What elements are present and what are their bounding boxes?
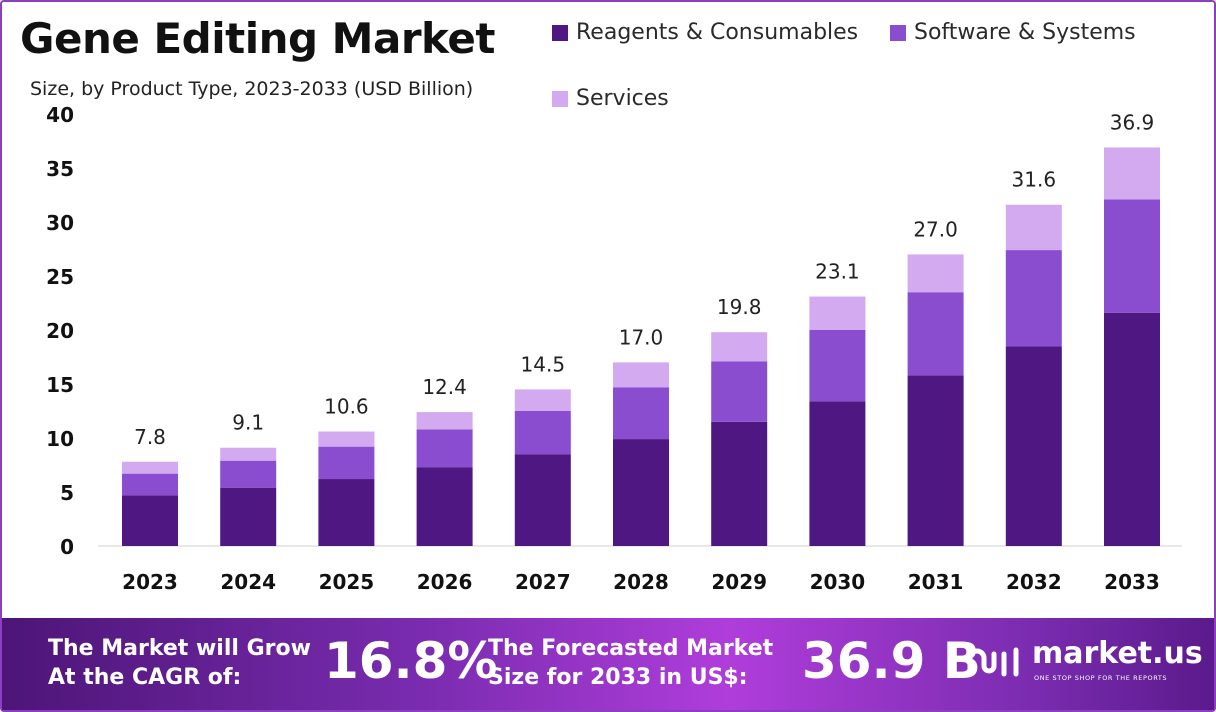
cagr-label: The Market will Grow At the CAGR of: xyxy=(48,634,311,692)
bar-segment-services-2030 xyxy=(809,296,866,330)
bar-total-label: 23.1 xyxy=(815,260,860,284)
bar-total-label: 7.8 xyxy=(134,425,166,449)
chart-title: Gene Editing Market xyxy=(20,14,495,63)
legend-item-software: Software & Systems xyxy=(890,20,1136,45)
bar-total-label: 31.6 xyxy=(1012,168,1057,192)
bar-segment-services-2028 xyxy=(613,362,669,388)
legend-label-services: Services xyxy=(576,86,669,111)
brand-name: market.us xyxy=(1032,636,1203,671)
legend-item-reagents: Reagents & Consumables xyxy=(552,20,858,45)
bar-chart: 05101520253035407.820239.1202410.6202512… xyxy=(46,103,1182,594)
bar-segment-software-2024 xyxy=(220,460,277,488)
market-us-logo-icon xyxy=(967,647,1019,677)
bar-segment-reagents-2027 xyxy=(514,454,571,546)
bar-segment-services-2024 xyxy=(220,447,277,461)
bar-segment-software-2030 xyxy=(809,330,866,402)
bar-segment-software-2023 xyxy=(122,473,178,496)
bar-total-label: 10.6 xyxy=(324,395,369,419)
legend-swatch-services xyxy=(552,90,568,107)
legend-swatch-software xyxy=(890,24,906,41)
bar-segment-reagents-2031 xyxy=(907,375,964,546)
y-tick-label: 10 xyxy=(46,427,74,451)
bar-segment-software-2027 xyxy=(514,411,571,455)
legend-label-reagents: Reagents & Consumables xyxy=(576,20,859,45)
bar-segment-services-2033 xyxy=(1104,147,1160,200)
bar-segment-services-2026 xyxy=(416,412,473,430)
forecast-label-line2: Size for 2033 in US$: xyxy=(488,665,748,690)
bar-segment-services-2027 xyxy=(514,389,571,411)
bar-segment-reagents-2033 xyxy=(1104,312,1160,546)
bar-segment-software-2026 xyxy=(416,429,473,468)
bar-segment-reagents-2025 xyxy=(318,479,375,546)
y-tick-label: 0 xyxy=(60,535,74,559)
bar-segment-reagents-2026 xyxy=(416,467,473,546)
x-tick-label: 2028 xyxy=(613,570,669,594)
x-tick-label: 2026 xyxy=(417,570,473,594)
bar-total-label: 12.4 xyxy=(422,375,467,399)
x-tick-label: 2032 xyxy=(1006,570,1062,594)
y-tick-label: 15 xyxy=(46,373,74,397)
bar-segment-services-2025 xyxy=(318,431,375,447)
bar-segment-software-2029 xyxy=(711,361,768,422)
bar-segment-services-2023 xyxy=(122,461,178,474)
x-tick-label: 2023 xyxy=(122,570,178,594)
forecast-label-line1: The Forecasted Market xyxy=(488,636,774,661)
legend-label-software: Software & Systems xyxy=(914,20,1136,45)
bar-segment-software-2028 xyxy=(613,387,669,440)
y-tick-label: 20 xyxy=(46,319,74,343)
bar-segment-services-2032 xyxy=(1005,204,1062,251)
bar-segment-reagents-2032 xyxy=(1005,346,1062,546)
chart-subtitle: Size, by Product Type, 2023-2033 (USD Bi… xyxy=(30,78,474,100)
bar-total-label: 9.1 xyxy=(232,411,264,435)
bar-segment-software-2033 xyxy=(1104,199,1160,313)
legend-item-services: Services xyxy=(552,86,669,111)
bar-total-label: 19.8 xyxy=(717,295,762,319)
y-tick-label: 30 xyxy=(46,211,74,235)
footer-banner: The Market will Grow At the CAGR of: 16.… xyxy=(2,618,1214,710)
y-tick-label: 35 xyxy=(46,157,74,181)
cagr-value: 16.8% xyxy=(324,632,498,690)
bar-segment-software-2025 xyxy=(318,446,375,480)
bar-segment-services-2029 xyxy=(711,332,768,362)
bar-segment-reagents-2030 xyxy=(809,401,866,546)
y-tick-label: 5 xyxy=(60,481,74,505)
bar-total-label: 17.0 xyxy=(619,325,664,349)
y-tick-label: 40 xyxy=(46,103,74,127)
x-tick-label: 2027 xyxy=(515,570,571,594)
x-tick-label: 2031 xyxy=(908,570,964,594)
bar-segment-reagents-2028 xyxy=(613,439,669,546)
bar-segment-services-2031 xyxy=(907,254,964,293)
x-tick-label: 2030 xyxy=(810,570,866,594)
x-tick-label: 2024 xyxy=(220,570,276,594)
y-tick-label: 25 xyxy=(46,265,74,289)
x-tick-label: 2029 xyxy=(711,570,767,594)
forecast-label: The Forecasted Market Size for 2033 in U… xyxy=(488,634,773,692)
bar-segment-reagents-2029 xyxy=(711,421,768,546)
forecast-value: 36.9 B xyxy=(802,632,981,690)
brand-tagline: ONE STOP SHOP FOR THE REPORTS xyxy=(1034,674,1168,682)
bar-segment-reagents-2023 xyxy=(122,495,178,546)
bar-total-label: 36.9 xyxy=(1110,110,1155,134)
bar-total-label: 27.0 xyxy=(913,217,958,241)
bar-total-label: 14.5 xyxy=(521,352,566,376)
cagr-label-line2: At the CAGR of: xyxy=(48,665,242,690)
x-tick-label: 2033 xyxy=(1104,570,1160,594)
bar-segment-software-2031 xyxy=(907,292,964,376)
bar-segment-software-2032 xyxy=(1005,250,1062,347)
bar-segment-reagents-2024 xyxy=(220,487,277,546)
x-tick-label: 2025 xyxy=(319,570,375,594)
cagr-label-line1: The Market will Grow xyxy=(48,636,311,661)
legend-swatch-reagents xyxy=(552,24,568,41)
